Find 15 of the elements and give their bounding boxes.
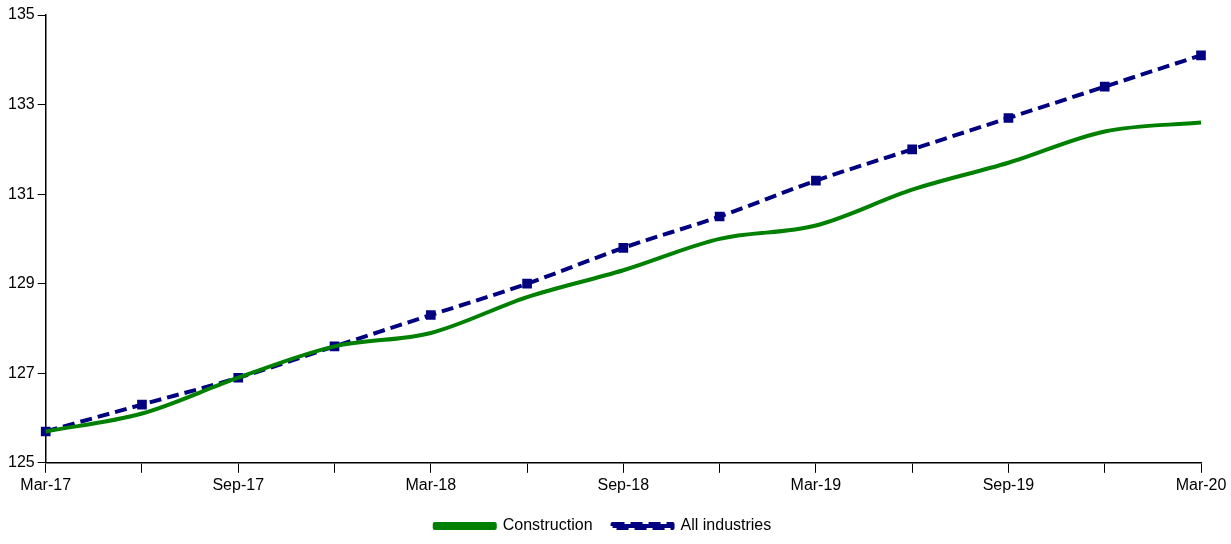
y-tick-label: 127 [7,363,35,381]
x-tick-label: Mar-17 [20,475,72,493]
x-tick-label: Mar-18 [405,475,457,493]
x-tick-label: Sep-18 [597,475,650,493]
x-tick-label: Sep-17 [212,475,265,493]
legend-label: All industries [680,516,772,534]
x-tick-label: Mar-19 [790,475,842,493]
y-tick-label: 133 [7,94,35,112]
x-tick-label: Mar-20 [1175,475,1227,493]
y-tick-label: 129 [7,274,35,292]
y-tick-label: 131 [7,184,35,202]
y-tick-label: 125 [7,453,35,471]
y-tick-label: 135 [7,5,35,23]
x-tick-label: Sep-19 [982,475,1035,493]
legend-label: Construction [502,516,593,534]
